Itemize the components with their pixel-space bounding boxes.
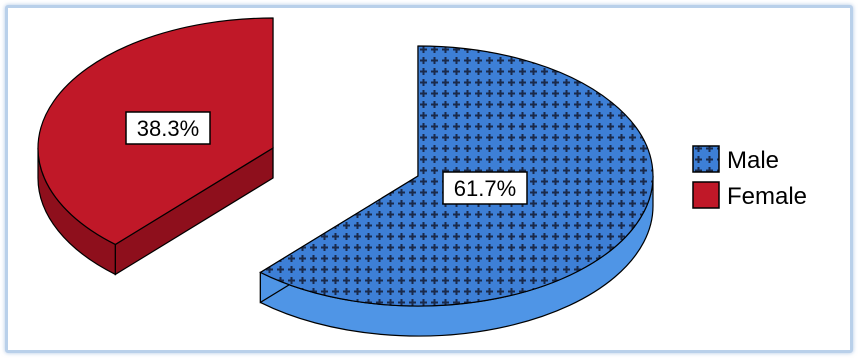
svg-text:38.3%: 38.3% (137, 116, 199, 141)
svg-text:61.7%: 61.7% (454, 176, 516, 201)
data-label-female: 38.3% (125, 111, 211, 145)
legend: Male Female (692, 145, 807, 210)
legend-swatch (692, 145, 720, 173)
slice-female (37, 17, 274, 276)
legend-label: Male (727, 147, 779, 174)
legend-label: Female (727, 183, 807, 210)
data-label-male: 61.7% (442, 171, 528, 205)
legend-swatch (692, 181, 720, 209)
legend-item-female: Female (692, 181, 807, 210)
data-labels: 61.7% 38.3% (125, 111, 528, 205)
pie-slices (37, 17, 654, 337)
legend-item-male: Male (692, 145, 779, 174)
